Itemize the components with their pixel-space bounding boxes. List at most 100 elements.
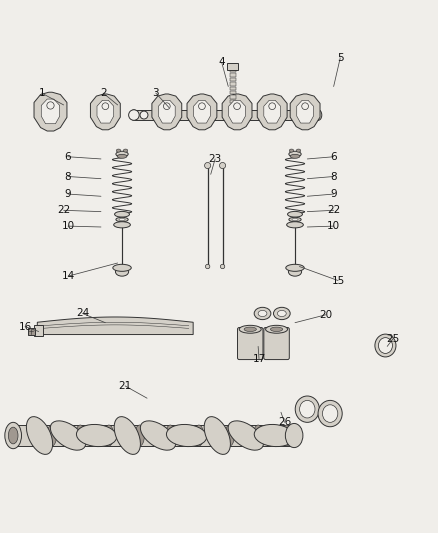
Polygon shape	[228, 100, 245, 123]
Ellipse shape	[119, 219, 125, 221]
Circle shape	[233, 103, 240, 110]
Ellipse shape	[265, 325, 287, 333]
Ellipse shape	[224, 425, 234, 446]
Text: 6: 6	[329, 152, 336, 161]
Ellipse shape	[134, 425, 144, 446]
Ellipse shape	[244, 327, 256, 332]
Circle shape	[163, 103, 170, 110]
Polygon shape	[90, 94, 120, 130]
Ellipse shape	[50, 421, 85, 450]
Bar	[229, 100, 235, 103]
Bar	[134, 110, 318, 120]
Circle shape	[220, 264, 224, 269]
Ellipse shape	[8, 427, 18, 444]
Polygon shape	[257, 94, 286, 130]
Ellipse shape	[165, 425, 175, 446]
Ellipse shape	[299, 400, 314, 418]
Ellipse shape	[116, 151, 128, 157]
Ellipse shape	[378, 337, 392, 353]
Text: 4: 4	[218, 58, 225, 67]
Ellipse shape	[288, 151, 300, 157]
FancyBboxPatch shape	[237, 327, 262, 360]
Ellipse shape	[253, 425, 262, 446]
Circle shape	[140, 111, 148, 119]
Ellipse shape	[294, 396, 318, 422]
Bar	[229, 82, 235, 86]
Bar	[229, 91, 235, 94]
Polygon shape	[263, 100, 280, 123]
Ellipse shape	[123, 149, 127, 152]
Ellipse shape	[116, 149, 120, 152]
Ellipse shape	[76, 424, 117, 447]
Ellipse shape	[288, 217, 300, 222]
Text: 9: 9	[64, 189, 71, 199]
Ellipse shape	[318, 400, 342, 427]
Ellipse shape	[194, 425, 203, 446]
Ellipse shape	[116, 217, 128, 222]
Text: 24: 24	[76, 309, 89, 319]
Ellipse shape	[374, 334, 395, 357]
Ellipse shape	[47, 425, 57, 446]
Ellipse shape	[273, 308, 290, 320]
Text: 25: 25	[385, 334, 399, 344]
Ellipse shape	[290, 155, 299, 158]
Ellipse shape	[228, 421, 263, 450]
Ellipse shape	[104, 425, 113, 446]
Ellipse shape	[296, 149, 300, 152]
Text: 10: 10	[326, 221, 339, 231]
Ellipse shape	[270, 327, 282, 332]
Polygon shape	[158, 100, 175, 123]
Text: 2: 2	[99, 88, 106, 98]
Text: 20: 20	[318, 310, 332, 320]
Bar	[229, 78, 235, 81]
Text: 21: 21	[118, 381, 131, 391]
Text: 15: 15	[331, 276, 344, 286]
Polygon shape	[290, 94, 319, 130]
Ellipse shape	[166, 424, 206, 447]
Text: 8: 8	[329, 172, 336, 182]
Ellipse shape	[5, 422, 21, 449]
Text: 16: 16	[18, 321, 32, 332]
Text: 5: 5	[336, 53, 343, 63]
Circle shape	[47, 102, 54, 109]
Bar	[28, 328, 35, 335]
Circle shape	[204, 163, 210, 168]
Text: 10: 10	[61, 221, 74, 231]
Ellipse shape	[204, 417, 230, 455]
Bar	[34, 325, 43, 336]
Ellipse shape	[26, 417, 53, 455]
Polygon shape	[97, 100, 113, 123]
Ellipse shape	[288, 268, 301, 276]
Polygon shape	[193, 100, 210, 123]
Ellipse shape	[254, 308, 270, 320]
FancyBboxPatch shape	[263, 327, 289, 360]
Circle shape	[301, 103, 308, 110]
Ellipse shape	[130, 110, 137, 120]
Text: 22: 22	[326, 205, 339, 215]
Ellipse shape	[113, 264, 131, 271]
Circle shape	[102, 103, 109, 110]
Text: 23: 23	[208, 154, 221, 164]
Text: 14: 14	[61, 271, 74, 281]
Text: 17: 17	[252, 354, 265, 364]
Text: 1: 1	[38, 88, 45, 98]
Ellipse shape	[75, 425, 85, 446]
Bar	[13, 425, 293, 446]
Ellipse shape	[287, 212, 302, 217]
Ellipse shape	[281, 425, 291, 446]
Text: 9: 9	[329, 189, 336, 199]
Ellipse shape	[117, 155, 127, 158]
Polygon shape	[37, 317, 193, 335]
Ellipse shape	[258, 310, 266, 317]
Bar	[229, 86, 235, 90]
Ellipse shape	[314, 110, 321, 120]
Text: 22: 22	[57, 205, 70, 215]
Bar	[229, 74, 235, 77]
Bar	[227, 63, 237, 70]
Circle shape	[205, 264, 209, 269]
Polygon shape	[296, 100, 313, 123]
Ellipse shape	[114, 212, 129, 217]
Ellipse shape	[285, 423, 302, 448]
Circle shape	[268, 103, 275, 110]
Bar	[229, 95, 235, 99]
